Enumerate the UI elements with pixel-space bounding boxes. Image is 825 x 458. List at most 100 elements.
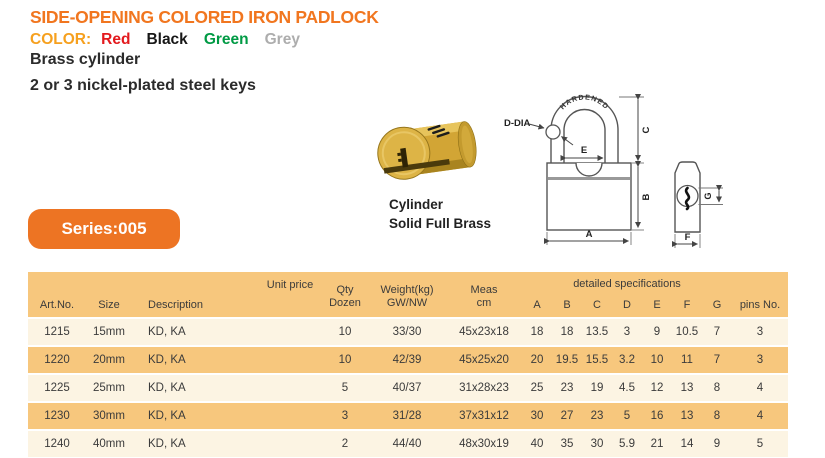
col-header-meas: Meas cm: [446, 272, 522, 319]
cell-G: 9: [702, 430, 732, 458]
cell-qty: 2: [322, 430, 368, 458]
cylinder-slits-icon: [427, 124, 450, 138]
color-label: COLOR:: [30, 31, 92, 48]
cell-B: 19.5: [552, 346, 582, 374]
cell-description: KD, KA: [132, 402, 258, 430]
cell-E: 10: [642, 346, 672, 374]
cell-qty: 10: [322, 346, 368, 374]
cell-F: 14: [672, 430, 702, 458]
cell-unit_price: [258, 402, 322, 430]
dim-f-label: F: [685, 232, 691, 243]
cell-F: 10.5: [672, 318, 702, 346]
cell-size: 25mm: [86, 374, 132, 402]
color-option-green: Green: [203, 31, 249, 48]
meas-line1: Meas: [470, 283, 498, 296]
cell-meas: 37x31x12: [446, 402, 522, 430]
color-line: COLOR: Red Black Green Grey: [30, 31, 316, 49]
brass-cylinder-image: [377, 121, 477, 180]
cell-art_no: 1230: [28, 402, 86, 430]
cell-D: 3: [612, 318, 642, 346]
cell-G: 7: [702, 346, 732, 374]
dim-a-label: A: [586, 229, 593, 240]
cell-weight: 40/37: [368, 374, 446, 402]
cell-C: 13.5: [582, 318, 612, 346]
cell-G: 8: [702, 402, 732, 430]
cell-size: 40mm: [86, 430, 132, 458]
padlock-front-diagram: HARDENED D-DIA E C B A: [504, 92, 652, 245]
cell-unit_price: [258, 374, 322, 402]
col-header-size: Size: [86, 272, 132, 319]
cell-weight: 44/40: [368, 430, 446, 458]
cell-size: 15mm: [86, 318, 132, 346]
cell-qty: 3: [322, 402, 368, 430]
dim-e-label: E: [581, 145, 587, 156]
color-option-black: Black: [146, 31, 188, 48]
cell-C: 19: [582, 374, 612, 402]
qty-line2: Dozen: [329, 296, 361, 309]
cell-size: 20mm: [86, 346, 132, 374]
shackle-outline: [550, 95, 619, 167]
cell-description: KD, KA: [132, 374, 258, 402]
dim-b-label: B: [641, 193, 652, 200]
col-header-d: D: [612, 291, 642, 319]
col-header-description: Description: [132, 272, 258, 319]
col-header-unit-price: Unit price: [258, 272, 322, 319]
weight-line1: Weight(kg): [380, 283, 434, 296]
col-header-f: F: [672, 291, 702, 319]
cell-unit_price: [258, 318, 322, 346]
cell-description: KD, KA: [132, 318, 258, 346]
cell-pins: 4: [732, 374, 788, 402]
cell-A: 30: [522, 402, 552, 430]
cell-unit_price: [258, 430, 322, 458]
cell-weight: 42/39: [368, 346, 446, 374]
cell-E: 9: [642, 318, 672, 346]
cell-B: 23: [552, 374, 582, 402]
col-header-e: E: [642, 291, 672, 319]
page-title: SIDE-OPENING COLORED IRON PADLOCK: [30, 7, 379, 27]
cell-G: 7: [702, 318, 732, 346]
col-header-weight: Weight(kg) GW/NW: [368, 272, 446, 319]
feature-line-2: 2 or 3 nickel-plated steel keys: [30, 77, 256, 94]
cell-C: 30: [582, 430, 612, 458]
table-row: 1225 25mm KD, KA 5 40/37 31x28x23 25 23 19 4.5 12 1…: [28, 374, 788, 402]
table-row: 1220 20mm KD, KA 10 42/39 45x25x20 20 19.5 15.5 3…: [28, 346, 788, 374]
cell-B: 18: [552, 318, 582, 346]
cell-weight: 33/30: [368, 318, 446, 346]
cell-weight: 31/28: [368, 402, 446, 430]
cylinder-caption: Cylinder Solid Full Brass: [389, 195, 491, 233]
col-header-g: G: [702, 291, 732, 319]
cell-art_no: 1215: [28, 318, 86, 346]
table-row: 1215 15mm KD, KA 10 33/30 45x23x18 18 18 13.5 3 9 1…: [28, 318, 788, 346]
cell-A: 20: [522, 346, 552, 374]
spec-table-body: 1215 15mm KD, KA 10 33/30 45x23x18 18 18 13.5 3 9 1…: [28, 318, 788, 458]
cell-meas: 45x25x20: [446, 346, 522, 374]
col-header-qty: Qty Dozen: [322, 272, 368, 319]
color-option-red: Red: [101, 31, 131, 48]
col-header-art-no: Art.No.: [28, 272, 86, 319]
cell-B: 27: [552, 402, 582, 430]
spec-table: Art.No. Size Description Unit price Qty …: [28, 272, 788, 458]
d-dia-label: D-DIA: [504, 118, 531, 129]
cell-G: 8: [702, 374, 732, 402]
col-header-b: B: [552, 291, 582, 319]
color-option-grey: Grey: [264, 31, 300, 48]
cell-B: 35: [552, 430, 582, 458]
cell-unit_price: [258, 346, 322, 374]
qty-line1: Qty: [336, 283, 354, 296]
cell-A: 25: [522, 374, 552, 402]
cell-meas: 48x30x19: [446, 430, 522, 458]
table-row: 1240 40mm KD, KA 2 44/40 48x30x19 40 35 30 5.9 21 1…: [28, 430, 788, 458]
cylinder-caption-line2: Solid Full Brass: [389, 216, 492, 231]
table-row: 1230 30mm KD, KA 3 31/28 37x31x12 30 27 23 5 16 13 8…: [28, 402, 788, 430]
cell-pins: 5: [732, 430, 788, 458]
cell-art_no: 1220: [28, 346, 86, 374]
cell-A: 40: [522, 430, 552, 458]
dim-g-label: G: [703, 192, 713, 199]
cell-meas: 31x28x23: [446, 374, 522, 402]
cell-pins: 3: [732, 346, 788, 374]
cell-C: 23: [582, 402, 612, 430]
col-header-detailed-specs: detailed specifications: [522, 272, 732, 291]
col-header-a: A: [522, 291, 552, 319]
dim-c-label: C: [641, 126, 652, 133]
